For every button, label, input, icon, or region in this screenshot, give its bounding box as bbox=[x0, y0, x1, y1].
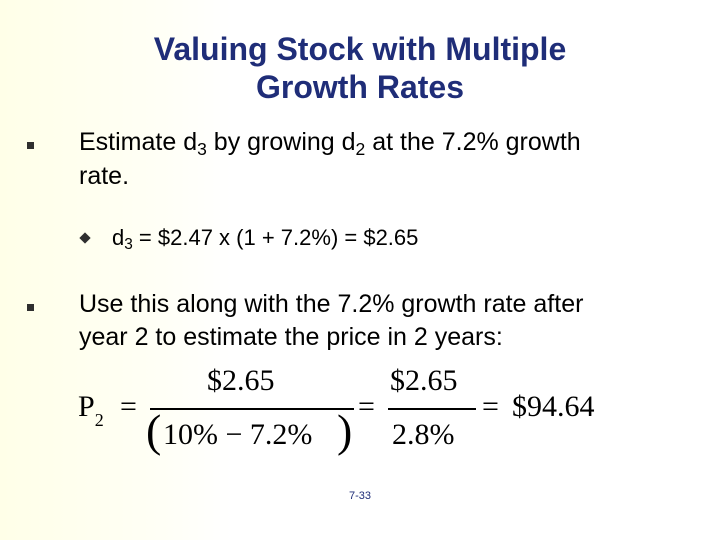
fraction-2-bar bbox=[388, 408, 476, 410]
sub-bullet-text: d3 = $2.47 x (1 + 7.2%) = $2.65 bbox=[112, 224, 418, 255]
slide-number: 7-33 bbox=[348, 490, 372, 502]
sub-bullet-subscript: 3 bbox=[124, 236, 133, 254]
bullet-1-subscript-1: 3 bbox=[197, 138, 207, 159]
bullet-2-line-1: Use this along with the 7.2% growth rate… bbox=[79, 290, 584, 318]
title-line-1: Valuing Stock with Multiple bbox=[153, 31, 567, 67]
square-bullet-icon bbox=[27, 304, 34, 311]
sub-bullet-formula: = $2.47 x (1 + 7.2%) = $2.65 bbox=[132, 225, 419, 250]
fraction-2-denominator: 2.8% bbox=[392, 418, 455, 451]
title-line-2: Growth Rates bbox=[255, 69, 465, 105]
fraction-2-numerator: $2.65 bbox=[390, 364, 458, 397]
sub-bullet-d: d bbox=[112, 225, 125, 250]
bullet-1-subscript-2: 2 bbox=[355, 138, 366, 159]
equation-equals-2: = bbox=[358, 390, 375, 423]
bullet-2-line-2: year 2 to estimate the price in 2 years: bbox=[79, 323, 503, 351]
background-band bbox=[0, 0, 232, 540]
bullet-1-line-1: Estimate d3 by growing d2 at the 7.2% gr… bbox=[79, 125, 581, 161]
square-bullet-icon bbox=[27, 142, 34, 149]
bullet-1-line-2: rate. bbox=[79, 162, 130, 190]
bullet-1-text-c: at the 7.2% growth bbox=[365, 128, 581, 156]
bullet-1-text-b: by growing d bbox=[206, 128, 356, 156]
bullet-1-text-a: Estimate d bbox=[79, 128, 198, 156]
equation-result: $94.64 bbox=[512, 390, 595, 423]
equation-equals-3: = bbox=[482, 390, 499, 423]
right-paren: ) bbox=[337, 405, 353, 456]
slide-title: Valuing Stock with Multiple Growth Rates bbox=[0, 30, 720, 106]
